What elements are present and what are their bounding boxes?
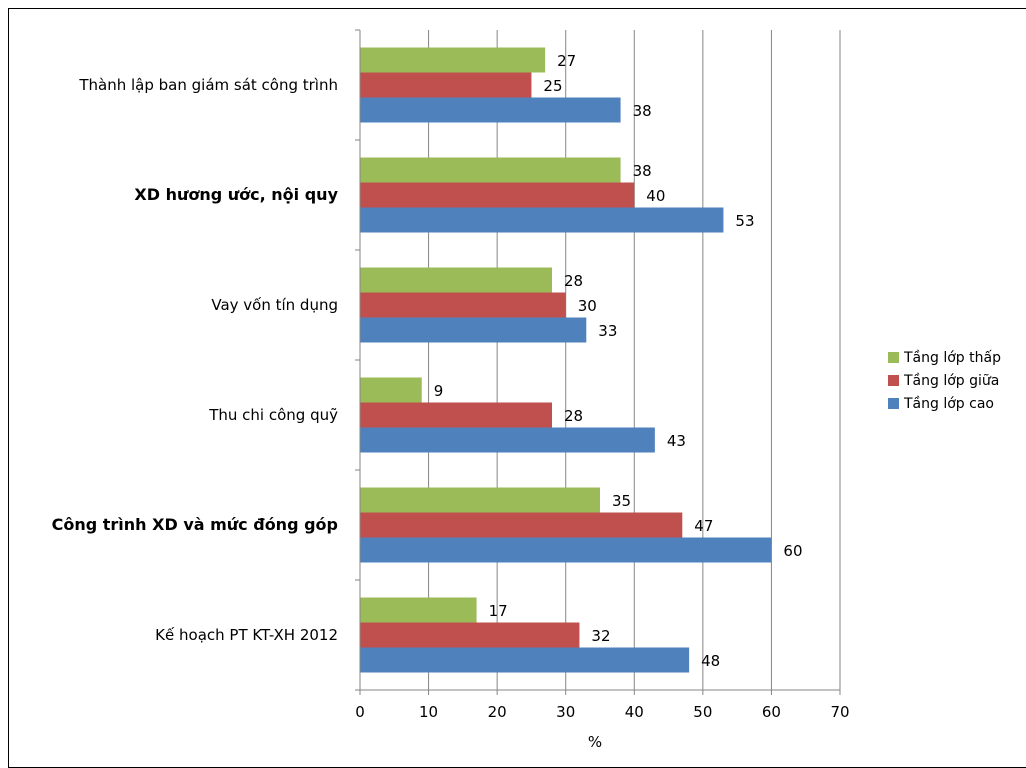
x-tick-label-30: 30 bbox=[556, 703, 575, 721]
bars bbox=[360, 47, 772, 673]
x-tick-label-0: 0 bbox=[355, 703, 365, 721]
category-label-3: Thu chi công quỹ bbox=[208, 406, 338, 424]
data-label-1-2: 30 bbox=[578, 297, 597, 315]
data-label-0-1: 38 bbox=[633, 162, 652, 180]
legend-swatch-0 bbox=[888, 352, 899, 363]
data-label-1-0: 25 bbox=[543, 77, 562, 95]
x-tick-label-50: 50 bbox=[693, 703, 712, 721]
category-label-5: Kế hoạch PT KT-XH 2012 bbox=[155, 626, 338, 644]
category-label-2: Vay vốn tín dụng bbox=[211, 296, 338, 314]
category-label-4: Công trình XD và mức đóng góp bbox=[52, 515, 338, 534]
bar-0-4 bbox=[360, 487, 600, 513]
data-label-2-2: 33 bbox=[598, 322, 617, 340]
legend-label-2: Tầng lớp cao bbox=[903, 396, 994, 412]
bar-2-2 bbox=[360, 317, 587, 343]
x-tick-label-40: 40 bbox=[625, 703, 644, 721]
bar-2-3 bbox=[360, 427, 655, 453]
bar-0-0 bbox=[360, 47, 546, 73]
data-label-0-5: 17 bbox=[489, 602, 508, 620]
bar-1-4 bbox=[360, 512, 683, 538]
bar-1-5 bbox=[360, 622, 580, 648]
data-label-2-3: 43 bbox=[667, 432, 686, 450]
data-label-0-0: 27 bbox=[557, 52, 576, 70]
chart-svg: 0 10 20 30 40 50 60 70% Thành lập ban giám sát … bbox=[52, 29, 1001, 749]
bar-0-5 bbox=[360, 597, 477, 623]
bar-0-1 bbox=[360, 157, 621, 183]
data-label-0-3: 9 bbox=[434, 382, 444, 400]
labels: Thành lập ban giám sát công trình 27 25 38 X… bbox=[52, 52, 803, 670]
bar-0-2 bbox=[360, 267, 552, 293]
category-label-1: XD hương ước, nội quy bbox=[134, 185, 338, 204]
data-label-1-3: 28 bbox=[564, 407, 583, 425]
bar-2-5 bbox=[360, 647, 690, 673]
x-tick-label-60: 60 bbox=[762, 703, 781, 721]
legend-swatch-1 bbox=[888, 375, 899, 386]
x-tick-label-10: 10 bbox=[419, 703, 438, 721]
data-label-1-1: 40 bbox=[646, 187, 665, 205]
bar-2-0 bbox=[360, 97, 621, 123]
x-tick-label-70: 70 bbox=[830, 703, 849, 721]
data-label-2-1: 53 bbox=[735, 212, 754, 230]
bar-2-1 bbox=[360, 207, 724, 233]
data-label-1-5: 32 bbox=[591, 627, 610, 645]
data-label-2-4: 60 bbox=[783, 542, 802, 560]
axes: 0 10 20 30 40 50 60 70% bbox=[355, 29, 850, 749]
legend: Tầng lớp thấp Tầng lớp giữa Tầng lớp cao bbox=[888, 350, 1001, 412]
legend-label-1: Tầng lớp giữa bbox=[903, 373, 999, 389]
bar-0-3 bbox=[360, 377, 422, 403]
data-label-0-4: 35 bbox=[612, 492, 631, 510]
bar-1-1 bbox=[360, 182, 635, 208]
bar-1-0 bbox=[360, 72, 532, 98]
bar-1-2 bbox=[360, 292, 566, 318]
data-label-2-5: 48 bbox=[701, 652, 720, 670]
legend-label-0: Tầng lớp thấp bbox=[903, 350, 1001, 366]
bar-1-3 bbox=[360, 402, 552, 428]
x-tick-label-20: 20 bbox=[488, 703, 507, 721]
category-label-0: Thành lập ban giám sát công trình bbox=[78, 76, 338, 94]
data-label-0-2: 28 bbox=[564, 272, 583, 290]
gridlines bbox=[428, 30, 841, 690]
bar-2-4 bbox=[360, 537, 772, 563]
legend-swatch-2 bbox=[888, 398, 899, 409]
data-label-1-4: 47 bbox=[694, 517, 713, 535]
x-axis-title: % bbox=[588, 733, 602, 749]
data-label-2-0: 38 bbox=[633, 102, 652, 120]
